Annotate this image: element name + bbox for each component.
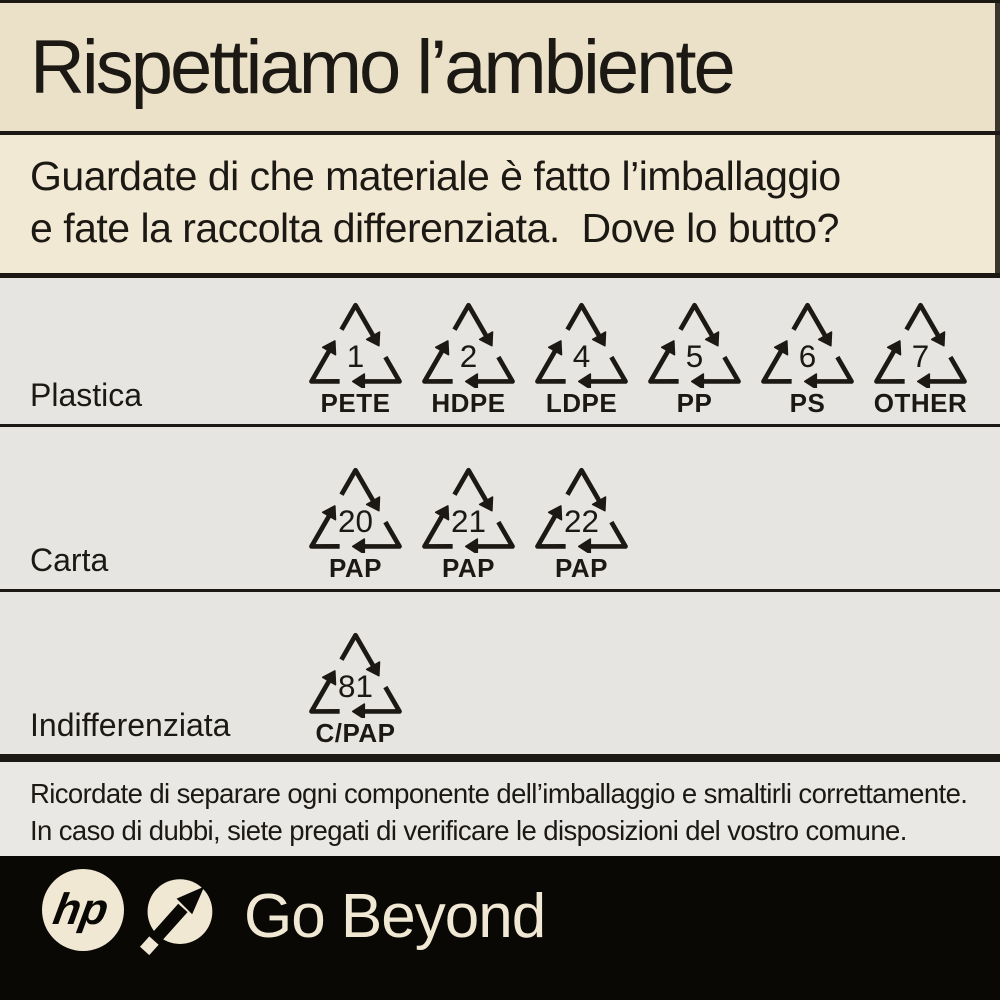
divider <box>0 131 1000 135</box>
material-row-plastica: Plastica 1 PETE 2 HDPE 4 LDPE 5 PP 6 PS 7 OTHER <box>0 278 1000 424</box>
recycling-triangle-icon: 5 <box>648 302 741 388</box>
recycling-code-symbol: 5 PP <box>638 300 751 418</box>
material-row-carta: Carta 20 PAP 21 PAP 22 PAP <box>0 424 1000 589</box>
recycling-code-symbol: 7 OTHER <box>864 300 977 418</box>
material-code-label: PAP <box>441 553 496 583</box>
material-code-label: C/PAP <box>315 718 396 748</box>
recycling-code-number: 5 <box>686 339 703 374</box>
recycling-code-number: 2 <box>460 339 477 374</box>
material-code-label: HDPE <box>431 388 506 418</box>
recycling-code-symbol: 6 PS <box>751 300 864 418</box>
recycling-triangle-icon: 4 <box>535 302 628 388</box>
divider <box>0 754 1000 762</box>
material-code-label: PS <box>789 388 826 418</box>
recycling-code-number: 81 <box>338 669 373 704</box>
page-title: Rispettiamo l’ambiente <box>30 24 736 110</box>
material-code-label: PAP <box>328 553 383 583</box>
recycling-code-symbol: 20 PAP <box>299 465 412 583</box>
material-code-label: PAP <box>554 553 609 583</box>
material-rows: Plastica 1 PETE 2 HDPE 4 LDPE 5 PP 6 PS 7 OTHER Carta… <box>0 278 1000 754</box>
recycling-code-number: 4 <box>573 339 590 374</box>
footer-tagline: Go Beyond <box>244 882 546 951</box>
note-line-2: In caso di dubbi, siete pregati di verif… <box>30 815 907 846</box>
material-category-label: Plastica <box>30 377 143 413</box>
recycling-code-symbol: 81 C/PAP <box>299 630 412 748</box>
subtitle-line-1: Guardate di che materiale è fatto l’imba… <box>30 153 841 199</box>
footer: hp Go Beyond <box>0 856 1000 1000</box>
material-code-label: PETE <box>320 388 391 418</box>
recycling-code-symbol: 1 PETE <box>299 300 412 418</box>
recycling-triangle-icon: 2 <box>422 302 515 388</box>
title-band: Rispettiamo l’ambiente <box>0 3 1000 131</box>
symbol-cells: 81 C/PAP <box>299 630 412 748</box>
subtitle-band: Guardate di che materiale è fatto l’imba… <box>0 135 1000 273</box>
recycling-code-symbol: 21 PAP <box>412 465 525 583</box>
material-code-label: LDPE <box>545 388 618 418</box>
recycling-code-symbol: 2 HDPE <box>412 300 525 418</box>
top-border-rule <box>0 0 1000 3</box>
material-category-label: Indifferenziata <box>30 707 231 743</box>
recycling-code-number: 6 <box>799 339 816 374</box>
recycling-triangle-icon: 20 <box>309 467 402 553</box>
recycling-triangle-icon: 81 <box>309 632 402 718</box>
recycling-triangle-icon: 6 <box>761 302 854 388</box>
recycling-triangle-icon: 22 <box>535 467 628 553</box>
recycling-triangle-icon: 21 <box>422 467 515 553</box>
material-code-label: PP <box>676 388 713 418</box>
material-category-label: Carta <box>30 542 109 578</box>
material-code-label: OTHER <box>873 388 968 418</box>
hp-logo-icon: hp <box>42 869 124 951</box>
hp-logo-text: hp <box>49 885 113 934</box>
note-band: Ricordate di separare ogni componente de… <box>0 762 1000 856</box>
recycling-triangle-icon: 1 <box>309 302 402 388</box>
material-row-indifferenziata: Indifferenziata 81 C/PAP <box>0 589 1000 754</box>
recycling-code-number: 20 <box>338 504 373 539</box>
recycling-code-number: 1 <box>347 339 364 374</box>
symbol-cells: 1 PETE 2 HDPE 4 LDPE 5 PP 6 PS 7 OTHER <box>299 300 977 418</box>
subtitle-line-2: e fate la raccolta differenziata. Dove l… <box>30 205 839 251</box>
recycling-code-number: 22 <box>564 504 599 539</box>
note-line-1: Ricordate di separare ogni componente de… <box>30 778 968 809</box>
divider <box>0 273 1000 278</box>
recycling-code-symbol: 4 LDPE <box>525 300 638 418</box>
recycling-code-number: 7 <box>912 339 929 374</box>
recycling-code-symbol: 22 PAP <box>525 465 638 583</box>
symbol-cells: 20 PAP 21 PAP 22 PAP <box>299 465 638 583</box>
recycling-code-number: 21 <box>451 504 486 539</box>
go-beyond-arrow-icon <box>140 879 213 956</box>
recycling-triangle-icon: 7 <box>874 302 967 388</box>
